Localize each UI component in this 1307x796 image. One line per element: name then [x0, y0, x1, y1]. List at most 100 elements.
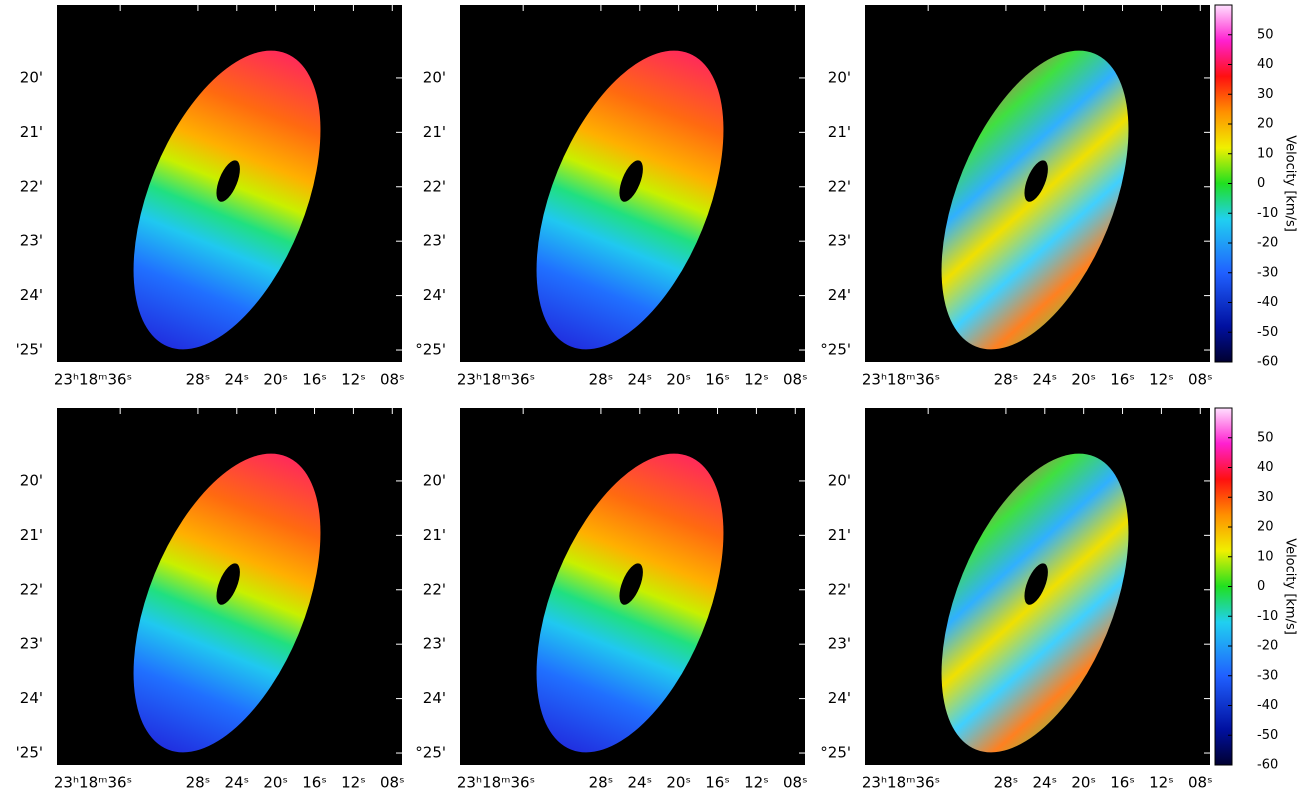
central-hole: [216, 160, 240, 202]
x-tick-label: 12ˢ: [341, 774, 366, 792]
galaxy: [536, 50, 724, 350]
x-tick-label: 23ʰ18ᵐ36ˢ: [862, 371, 940, 389]
y-tick-label: 20': [828, 68, 851, 86]
y-tick-label: 22': [20, 177, 43, 195]
y-tick-label: 21': [828, 123, 851, 141]
y-tick-label: °25': [820, 341, 851, 359]
x-tick-label: 08ˢ: [1188, 774, 1213, 792]
y-tick-label: 21': [20, 526, 43, 544]
x-tick-label: 28ˢ: [589, 371, 614, 389]
y-tick-label: 22': [828, 177, 851, 195]
colorbar-label: Velocity [km/s]: [1283, 538, 1298, 635]
colorbar: -60 -50 -40 -30 -20 -10 0 10 20 30 40 50 Velocity [k…: [1214, 4, 1298, 370]
x-tick-label: 08ˢ: [1188, 371, 1213, 389]
colorbar-tick-label: 0: [1257, 579, 1265, 594]
y-tick-label: °25': [820, 744, 851, 762]
galaxy: [133, 50, 321, 350]
colorbar-tick-label: -10: [1257, 609, 1278, 624]
colorbar-tick-label: -20: [1257, 639, 1278, 654]
y-tick-label: 23': [828, 635, 851, 653]
colorbar-tick-label: 0: [1257, 176, 1265, 191]
colorbar-tick-label: 40: [1257, 57, 1274, 72]
y-tick-label: 23': [423, 635, 446, 653]
x-tick-label: 16ˢ: [705, 774, 730, 792]
colorbar-tick-label: 30: [1257, 87, 1274, 102]
y-tick-label: 24': [20, 286, 43, 304]
y-tick-label: 22': [20, 580, 43, 598]
galaxy-map: [941, 50, 1129, 350]
colorbar-tick-label: 50: [1257, 430, 1274, 445]
y-tick-label: 24': [20, 689, 43, 707]
central-hole: [216, 563, 240, 605]
x-tick-label: 28ˢ: [589, 774, 614, 792]
x-tick-label: 20ˢ: [1071, 371, 1096, 389]
x-tick-label: 08ˢ: [783, 774, 808, 792]
x-tick-label: 28ˢ: [994, 774, 1019, 792]
colorbar: -60 -50 -40 -30 -20 -10 0 10 20 30 40 50 Velocity [k…: [1214, 407, 1298, 773]
y-tick-label: 22': [423, 580, 446, 598]
y-tick-label: 21': [423, 526, 446, 544]
x-tick-label: 16ˢ: [1110, 371, 1135, 389]
galaxy: [536, 453, 724, 753]
colorbar-tick-label: -50: [1257, 325, 1278, 340]
x-tick-label: 16ˢ: [302, 774, 327, 792]
x-tick-label: 08ˢ: [380, 774, 405, 792]
colorbar-tick-label: -30: [1257, 668, 1278, 683]
central-hole: [1024, 563, 1048, 605]
x-tick-label: 20ˢ: [666, 774, 691, 792]
x-tick-label: 24ˢ: [627, 774, 652, 792]
galaxy: [133, 453, 321, 753]
colorbar-tick-label: 20: [1257, 520, 1274, 535]
x-tick-label: 28ˢ: [994, 371, 1019, 389]
central-hole: [1024, 160, 1048, 202]
central-hole: [619, 160, 643, 202]
x-tick-label: 12ˢ: [744, 774, 769, 792]
x-tick-label: 24ˢ: [224, 774, 249, 792]
x-tick-label: 23ʰ18ᵐ36ˢ: [54, 774, 132, 792]
colorbar-tick-label: 30: [1257, 490, 1274, 505]
x-tick-label: 20ˢ: [263, 371, 288, 389]
colorbar-tick-label: -60: [1257, 758, 1278, 773]
x-tick-label: 20ˢ: [263, 774, 288, 792]
x-tick-label: 16ˢ: [302, 371, 327, 389]
colorbar-tick-label: -50: [1257, 728, 1278, 743]
y-tick-label: 24': [828, 689, 851, 707]
x-tick-label: 16ˢ: [1110, 774, 1135, 792]
x-tick-label: 08ˢ: [783, 371, 808, 389]
y-tick-label: 22': [423, 177, 446, 195]
y-tick-label: 20': [20, 471, 43, 489]
x-tick-label: 08ˢ: [380, 371, 405, 389]
y-tick-label: '25': [16, 341, 43, 359]
colorbar-tick-label: -20: [1257, 236, 1278, 251]
colorbar-tick-label: 50: [1257, 27, 1274, 42]
x-tick-label: 28ˢ: [186, 371, 211, 389]
colorbar-tick-label: -60: [1257, 355, 1278, 370]
colorbar-tick-label: 10: [1257, 549, 1274, 564]
galaxy-map: [536, 453, 724, 753]
colorbar-tick-label: -30: [1257, 265, 1278, 280]
y-tick-label: °25': [415, 341, 446, 359]
y-tick-label: 20': [20, 68, 43, 86]
colorbar-tick-label: 40: [1257, 460, 1274, 475]
x-tick-label: 28ˢ: [186, 774, 211, 792]
y-tick-label: 23': [828, 232, 851, 250]
x-tick-label: 23ʰ18ᵐ36ˢ: [862, 774, 940, 792]
galaxy-map: [133, 453, 321, 753]
x-tick-label: 23ʰ18ᵐ36ˢ: [54, 371, 132, 389]
x-tick-label: 12ˢ: [744, 371, 769, 389]
y-tick-label: 23': [20, 635, 43, 653]
x-tick-label: 23ʰ18ᵐ36ˢ: [457, 774, 535, 792]
x-tick-label: 24ˢ: [224, 371, 249, 389]
colorbar-tick-label: -40: [1257, 295, 1278, 310]
x-tick-label: 24ˢ: [627, 371, 652, 389]
y-tick-label: '25': [16, 744, 43, 762]
y-tick-label: 20': [828, 471, 851, 489]
y-tick-label: 24': [423, 689, 446, 707]
y-tick-label: 23': [423, 232, 446, 250]
x-tick-label: 12ˢ: [1149, 371, 1174, 389]
y-tick-label: °25': [415, 744, 446, 762]
x-tick-label: 23ʰ18ᵐ36ˢ: [457, 371, 535, 389]
galaxy-map: [133, 50, 321, 350]
galaxy: [941, 453, 1129, 753]
